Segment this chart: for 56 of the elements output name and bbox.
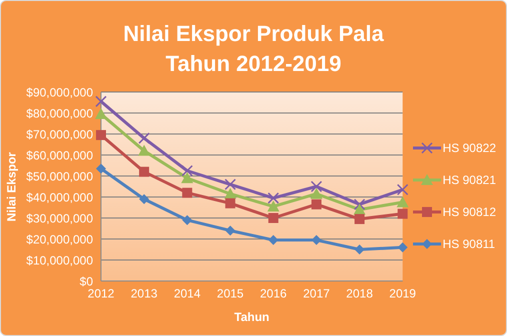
- point: [311, 199, 322, 210]
- x-tick-label: 2012: [88, 286, 115, 301]
- point: [138, 132, 150, 144]
- point: [268, 213, 278, 223]
- point: [95, 108, 107, 120]
- legend-label: HS 90811: [442, 237, 496, 251]
- x-tick-label: 2019: [389, 286, 416, 301]
- x-tick-label: 2016: [260, 286, 288, 301]
- point: [181, 172, 194, 184]
- point: [224, 178, 236, 190]
- point: [138, 144, 150, 156]
- y-tick-label: $0: [80, 274, 94, 288]
- point: [268, 192, 280, 204]
- x-tick-label: 2017: [303, 286, 330, 301]
- x-axis-title: Tahun: [234, 310, 270, 324]
- point: [182, 188, 192, 198]
- y-tick-label: $80,000,000: [26, 106, 94, 120]
- point: [225, 198, 236, 208]
- legend-label: HS 90812: [442, 205, 496, 219]
- point: [396, 196, 409, 208]
- point: [354, 214, 365, 224]
- y-axis-title: Nilai Ekspor: [4, 152, 18, 222]
- y-tick-label: $30,000,000: [26, 211, 94, 226]
- point: [268, 235, 278, 246]
- y-tick-label: $20,000,000: [26, 232, 94, 246]
- y-tick-label: $40,000,000: [26, 190, 94, 204]
- y-tick-label: $10,000,000: [26, 253, 94, 268]
- point: [310, 180, 322, 192]
- point: [354, 244, 365, 254]
- chart-title: Nilai Ekspor Produk Pala Tahun 2012-2019: [122, 20, 385, 78]
- point: [398, 208, 408, 219]
- point: [354, 198, 366, 210]
- y-tick-label: $70,000,000: [26, 127, 94, 142]
- x-tick-label: 2014: [174, 286, 201, 301]
- point: [182, 215, 192, 226]
- point: [139, 194, 150, 204]
- point: [224, 188, 236, 199]
- point: [396, 184, 408, 196]
- point: [267, 200, 280, 212]
- point: [96, 164, 106, 174]
- point: [139, 166, 150, 177]
- point: [225, 226, 236, 236]
- x-tick-label: 2013: [130, 286, 158, 301]
- point: [96, 130, 106, 140]
- y-tick-label: $60,000,000: [26, 148, 94, 162]
- x-tick-label: 2015: [216, 286, 244, 301]
- point: [354, 204, 366, 215]
- legend-label: HS 90822: [442, 141, 496, 155]
- point: [398, 242, 408, 252]
- point: [181, 165, 193, 176]
- y-tick-label: $50,000,000: [26, 169, 94, 184]
- y-tick-label: $90,000,000: [26, 85, 94, 100]
- legend-label: HS 90821: [442, 173, 496, 187]
- point: [95, 96, 107, 108]
- point: [310, 188, 322, 199]
- x-tick-label: 2018: [346, 286, 374, 301]
